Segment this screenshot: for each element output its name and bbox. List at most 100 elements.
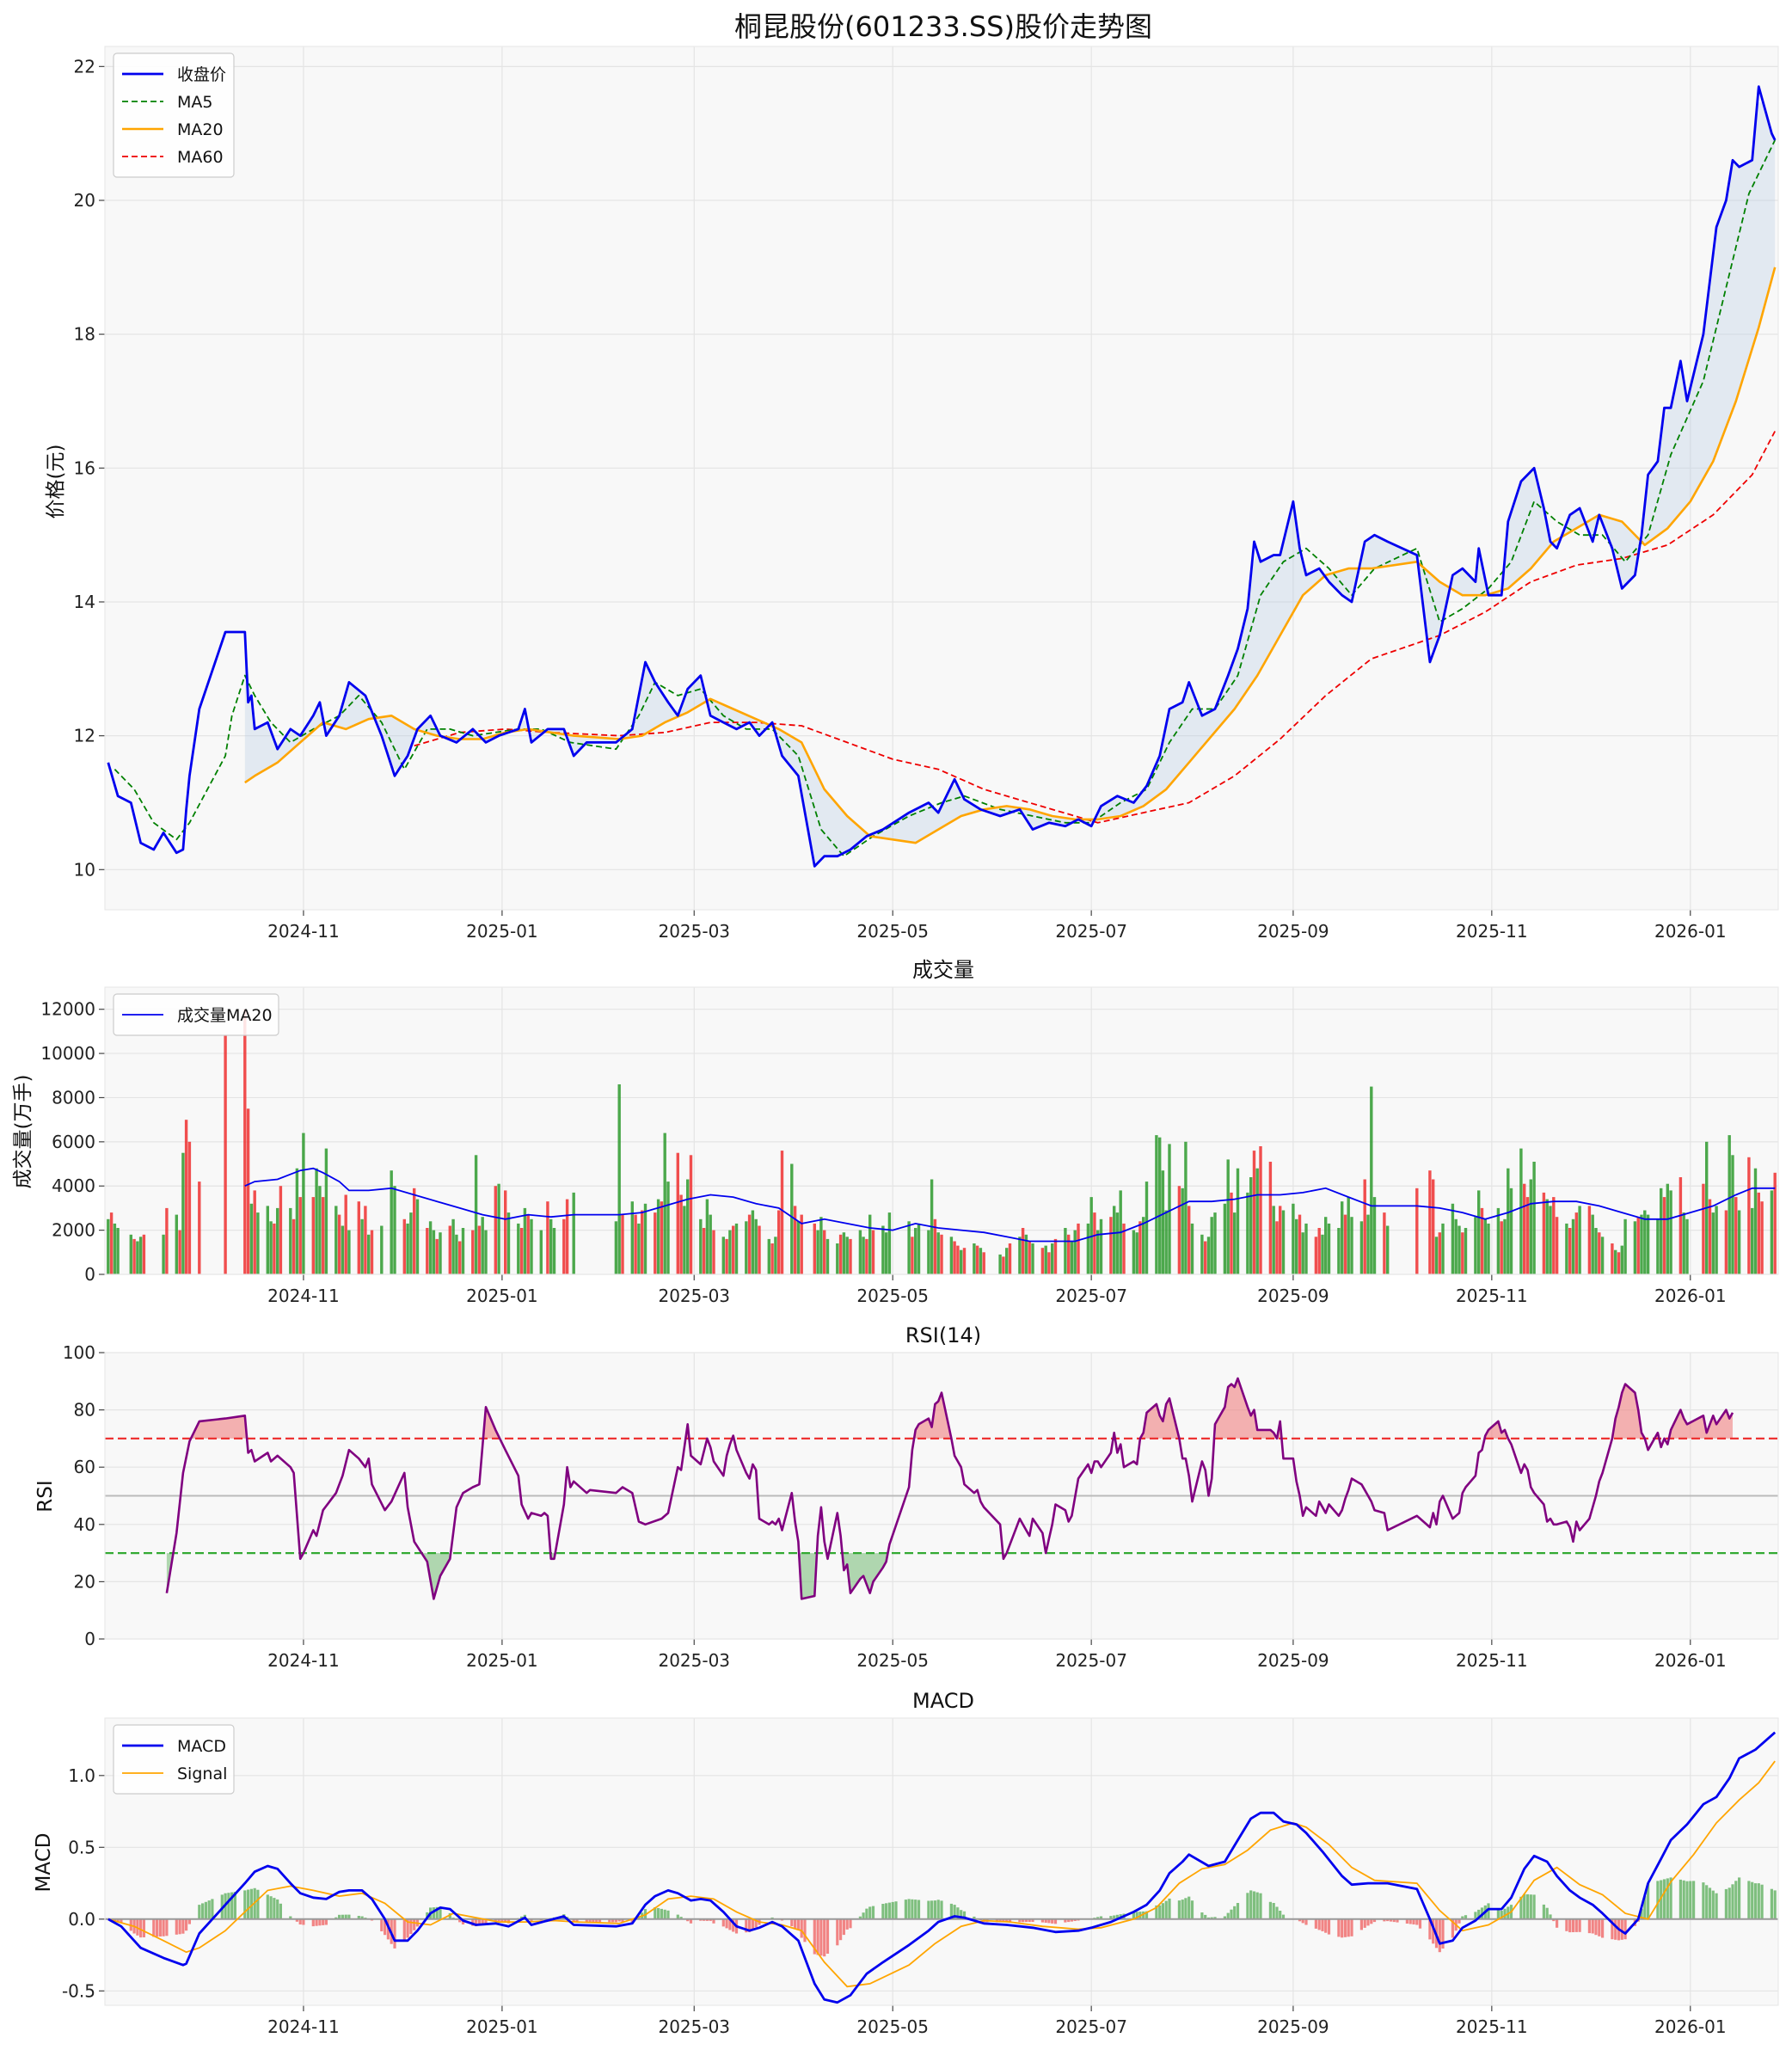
rsi-x-tick-label: 2025-03 xyxy=(658,1650,730,1671)
volume-bar-207 xyxy=(1188,1206,1191,1274)
macd-histogram-bar-269 xyxy=(1327,1918,1331,1935)
macd-histogram-bar-37 xyxy=(273,1898,276,1919)
volume-bar-53 xyxy=(409,1212,413,1274)
volume-bar-97 xyxy=(660,1201,664,1274)
macd-histogram-bar-208 xyxy=(1051,1918,1054,1924)
macd-histogram-bar-73 xyxy=(435,1906,439,1919)
macd-histogram-bar-68 xyxy=(413,1918,416,1930)
volume-bar-166 xyxy=(1002,1256,1005,1274)
macd-histogram-bar-230 xyxy=(1155,1905,1158,1919)
macd-histogram-bar-221 xyxy=(1113,1915,1116,1919)
volume-bar-255 xyxy=(1438,1232,1441,1274)
macd-histogram-bar-226 xyxy=(1135,1912,1138,1919)
volume-bar-163 xyxy=(979,1248,983,1274)
macd-histogram-bar-283 xyxy=(1392,1918,1396,1923)
volume-bar-110 xyxy=(721,1237,725,1274)
macd-histogram-bar-61 xyxy=(384,1918,387,1936)
macd-plot-area xyxy=(105,1718,1778,2005)
macd-histogram-bar-179 xyxy=(917,1900,921,1919)
volume-bar-266 xyxy=(1487,1223,1490,1274)
volume-bar-36 xyxy=(322,1197,325,1274)
macd-histogram-bar-173 xyxy=(891,1901,894,1919)
volume-bar-33 xyxy=(311,1197,315,1274)
macd-x-tick-label: 2025-09 xyxy=(1257,2016,1329,2037)
volume-bar-114 xyxy=(734,1223,739,1274)
volume-bar-198 xyxy=(1145,1182,1149,1274)
volume-bar-92 xyxy=(637,1223,641,1274)
macd-histogram-bar-291 xyxy=(1432,1918,1435,1944)
volume-x-tick-label: 2025-09 xyxy=(1257,1286,1329,1306)
macd-histogram-bar-253 xyxy=(1255,1892,1259,1919)
volume-bar-295 xyxy=(1620,1245,1623,1274)
volume-bar-191 xyxy=(1115,1212,1120,1274)
macd-histogram-bar-266 xyxy=(1317,1918,1321,1930)
macd-histogram-bar-339 xyxy=(1647,1883,1650,1919)
volume-bar-84 xyxy=(562,1218,566,1274)
macd-histogram-bar-46 xyxy=(315,1918,318,1926)
macd-histogram-bar-42 xyxy=(295,1918,298,1922)
macd-histogram-bar-110 xyxy=(608,1918,611,1923)
volume-bar-188 xyxy=(1099,1218,1103,1274)
macd-histogram-bar-35 xyxy=(266,1894,269,1919)
volume-bar-305 xyxy=(1666,1183,1669,1274)
volume-bar-64 xyxy=(458,1241,462,1274)
rsi-panel: 0 20 40 60 80 100 2024-11 2025-01 2025-03 2025-05… xyxy=(63,1342,1779,1671)
macd-histogram-bar-298 xyxy=(1461,1916,1464,1919)
macd-histogram-bar-256 xyxy=(1272,1903,1275,1919)
volume-bar-309 xyxy=(1685,1218,1689,1274)
volume-bar-204 xyxy=(1177,1186,1181,1274)
volume-bar-61 xyxy=(448,1225,451,1274)
volume-bar-254 xyxy=(1434,1237,1439,1274)
volume-bar-106 xyxy=(702,1228,706,1274)
macd-histogram-bar-202 xyxy=(1024,1918,1028,1923)
macd-histogram-bar-321 xyxy=(1568,1918,1572,1933)
macd-histogram-bar-166 xyxy=(862,1912,865,1919)
volume-bar-270 xyxy=(1507,1168,1510,1274)
macd-histogram-bar-255 xyxy=(1268,1901,1272,1919)
volume-bar-242 xyxy=(1347,1197,1350,1274)
volume-bar-183 xyxy=(1077,1223,1080,1274)
macd-histogram-bar-350 xyxy=(1702,1882,1705,1919)
volume-bar-214 xyxy=(1223,1203,1227,1274)
macd-histogram-bar-30 xyxy=(243,1890,247,1919)
macd-histogram-bar-44 xyxy=(302,1918,305,1925)
macd-histogram-bar-87 xyxy=(500,1918,504,1923)
volume-bar-180 xyxy=(1067,1234,1071,1274)
volume-bar-126 xyxy=(793,1206,797,1274)
macd-histogram-bar-210 xyxy=(1064,1918,1067,1923)
rsi-plot-frame xyxy=(104,1352,1779,1640)
price-legend-label-3: MA60 xyxy=(177,148,224,167)
macd-histogram-bar-136 xyxy=(725,1918,728,1929)
macd-histogram-bar-287 xyxy=(1412,1918,1415,1924)
macd-histogram-bar-344 xyxy=(1669,1877,1672,1919)
volume-y-axis-label: 成交量(万手) xyxy=(12,1075,34,1189)
macd-histogram-bar-18 xyxy=(185,1918,188,1931)
volume-y-tick-label: 10000 xyxy=(40,1043,95,1064)
price-plot-frame xyxy=(104,46,1779,911)
macd-histogram-bar-9 xyxy=(142,1918,145,1937)
macd-y-tick-label: 1.0 xyxy=(68,1765,95,1786)
volume-bar-128 xyxy=(800,1214,803,1274)
volume-bar-261 xyxy=(1464,1228,1468,1274)
macd-histogram-bar-237 xyxy=(1184,1898,1188,1919)
volume-bar-113 xyxy=(732,1225,735,1274)
volume-bar-59 xyxy=(435,1238,439,1274)
volume-bar-262 xyxy=(1474,1217,1477,1274)
volume-bar-30 xyxy=(295,1168,299,1274)
macd-histogram-bar-314 xyxy=(1532,1894,1536,1919)
volume-bar-70 xyxy=(484,1230,488,1274)
volume-bar-19 xyxy=(246,1108,250,1274)
macd-histogram-bar-113 xyxy=(617,1918,621,1922)
macd-histogram-bar-158 xyxy=(823,1918,826,1957)
volume-bar-196 xyxy=(1138,1221,1142,1274)
volume-bar-154 xyxy=(936,1232,940,1274)
macd-histogram-bar-183 xyxy=(936,1900,940,1919)
macd-histogram-bar-310 xyxy=(1519,1896,1523,1919)
volume-bar-302 xyxy=(1656,1218,1660,1274)
macd-histogram-bar-85 xyxy=(494,1918,497,1922)
macd-histogram-bar-305 xyxy=(1496,1908,1500,1919)
macd-histogram-bar-209 xyxy=(1053,1918,1058,1924)
volume-bar-132 xyxy=(823,1230,826,1274)
macd-histogram-bar-254 xyxy=(1259,1893,1262,1919)
volume-bar-71 xyxy=(494,1186,497,1274)
